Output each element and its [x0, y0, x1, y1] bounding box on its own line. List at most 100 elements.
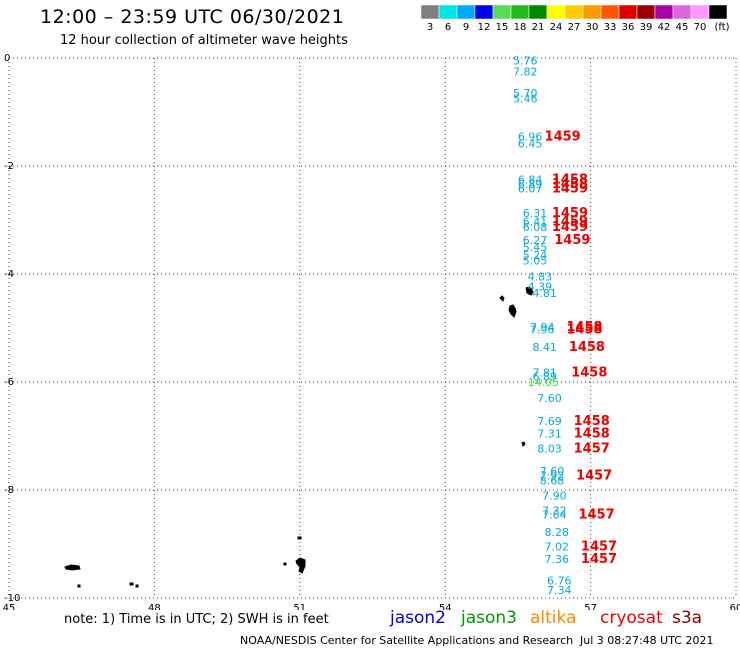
- island-outline: [525, 286, 534, 296]
- cryosat-pass-label: 1459: [552, 182, 588, 197]
- wave-height-label: 6.89: [518, 178, 543, 191]
- island-outline: [283, 562, 287, 566]
- wave-height-label: 7.82: [513, 66, 538, 79]
- x-tick-label: 48: [148, 603, 161, 610]
- cryosat-pass-label: 1458: [571, 365, 607, 380]
- wave-height-label: 7.31: [537, 427, 562, 440]
- cryosat-pass-label: 1459: [552, 220, 588, 235]
- wave-height-label: 7.60: [537, 392, 562, 405]
- wave-height-label: 7.96: [530, 324, 555, 337]
- colorbar-label: 6: [444, 22, 452, 33]
- colorbar-label: 70: [693, 22, 707, 33]
- altimeter-map: 45 48 51 54 57 60 0 -2 -4 -6 -8 -10 5.767.82 5.705.46…: [3, 53, 740, 610]
- sat-label-s3a: s3a: [672, 608, 703, 628]
- colorbar-label: (ft): [714, 22, 730, 33]
- island-outline: [521, 441, 526, 447]
- wave-height-label: 7.94: [530, 321, 555, 334]
- footer-note: note: 1) Time is in UTC; 2) SWH is in fe…: [64, 612, 329, 627]
- cryosat-pass-label: 1458: [569, 340, 605, 355]
- y-tick-label: 0: [4, 53, 10, 64]
- sat-label-cryosat: cryosat: [600, 608, 663, 628]
- credit-text: NOAA/NESDIS Center for Satellite Applica…: [240, 634, 574, 647]
- island-outline: [77, 584, 81, 588]
- cryosat-pass-label: 1458: [566, 323, 602, 338]
- cryosat-pass-label: 1458: [574, 414, 610, 429]
- wave-height-label: 7.81: [532, 366, 557, 379]
- map-title: 12:00 – 23:59 UTC 06/30/2021: [40, 6, 345, 28]
- wave-height-label: 6.76: [547, 575, 572, 588]
- colorbar-label: 9: [462, 22, 470, 33]
- x-tick-label: 51: [293, 603, 306, 610]
- colorbar-label: 45: [675, 22, 689, 33]
- island-outline: [64, 564, 81, 571]
- wave-height-label: 8.41: [532, 341, 557, 354]
- cryosat-pass-label: 1457: [578, 507, 614, 522]
- colorbar-swatch: [708, 5, 728, 20]
- y-tick-label: -4: [4, 269, 14, 280]
- y-tick-label: -8: [4, 485, 14, 496]
- wave-height-label: 7.60: [540, 465, 565, 478]
- colorbar-label: 33: [603, 22, 617, 33]
- cryosat-pass-label: 1459: [552, 215, 588, 230]
- wave-height-label: 5.46: [513, 93, 538, 106]
- colorbar-label: 18: [513, 22, 527, 33]
- y-tick-label: -6: [4, 377, 14, 388]
- wave-height-label: 5.45: [523, 241, 548, 254]
- wave-height-label: 6.84: [518, 174, 543, 187]
- y-tick-label: -10: [4, 593, 20, 604]
- wave-height-label: 4.81: [532, 287, 557, 300]
- wave-height-label: 6.07: [518, 183, 543, 196]
- colorbar-label: 15: [495, 22, 509, 33]
- wave-height-label: 5.24: [523, 249, 548, 262]
- island-outline: [499, 295, 505, 302]
- cryosat-pass-label: 1458: [574, 426, 610, 441]
- wave-height-label: 5.05: [523, 255, 548, 268]
- sat-label-altika: altika: [530, 608, 577, 628]
- cryosat-pass-label: 1459: [552, 206, 588, 221]
- cryosat-pass-label: 1457: [574, 441, 610, 456]
- y-tick-label: -2: [4, 161, 14, 172]
- wave-height-label: 7.64: [542, 508, 567, 521]
- island-outline: [508, 304, 517, 318]
- wave-height-label: 6.96: [518, 130, 543, 143]
- wave-height-label: 6.45: [518, 137, 543, 150]
- colorbar-label: 21: [531, 22, 545, 33]
- sat-label-jason2: jason2: [390, 608, 446, 628]
- x-tick-label: 60: [730, 603, 740, 610]
- sat-label-jason3: jason3: [461, 608, 517, 628]
- wave-height-label: 7.02: [545, 541, 570, 554]
- colorbar-label: 24: [549, 22, 563, 33]
- cryosat-pass-label: 1457: [576, 468, 612, 483]
- wave-height-label: 6.41: [523, 216, 548, 229]
- wave-height-label: 8.28: [545, 526, 570, 539]
- wave-height-label: 5.76: [513, 55, 538, 68]
- x-tick-label: 45: [3, 603, 16, 610]
- wave-height-label: 5.70: [513, 87, 538, 100]
- colorbar-labels: 3 6 9 12 15 18 21 24 27 30 33 36 39 42 45 70 (ft): [0, 22, 740, 36]
- island-outline: [295, 557, 306, 574]
- cryosat-pass-label: 1458: [566, 320, 602, 335]
- colorbar-label: 39: [639, 22, 653, 33]
- x-tick-label: 57: [584, 603, 597, 610]
- wave-height-label: 7.90: [542, 489, 567, 502]
- map-subtitle: 12 hour collection of altimeter wave hei…: [60, 33, 348, 48]
- colorbar-label: 3: [426, 22, 434, 33]
- wave-height-label: 6.27: [523, 234, 548, 247]
- cryosat-pass-label: 1458: [552, 177, 588, 192]
- cryosat-pass-label: 1459: [554, 233, 590, 248]
- wave-height-label: 8.03: [537, 442, 562, 455]
- colorbar-legend: [421, 5, 728, 20]
- wave-height-label: 7.92: [540, 469, 565, 482]
- wave-height-label: 4.83: [528, 271, 553, 284]
- colorbar-label: 42: [657, 22, 671, 33]
- wave-height-label: 7.36: [545, 553, 570, 566]
- island-outline: [135, 584, 139, 588]
- cryosat-pass-label: 1457: [581, 540, 617, 555]
- wave-height-label: 7.69: [537, 415, 562, 428]
- island-outline: [297, 536, 302, 540]
- generated-timestamp: Jul 3 08:27:48 UTC 2021: [580, 634, 714, 647]
- x-tick-label: 54: [439, 603, 452, 610]
- cryosat-pass-label: 1457: [581, 552, 617, 567]
- colorbar-label: 12: [477, 22, 491, 33]
- wave-height-label: 7.34: [547, 584, 572, 597]
